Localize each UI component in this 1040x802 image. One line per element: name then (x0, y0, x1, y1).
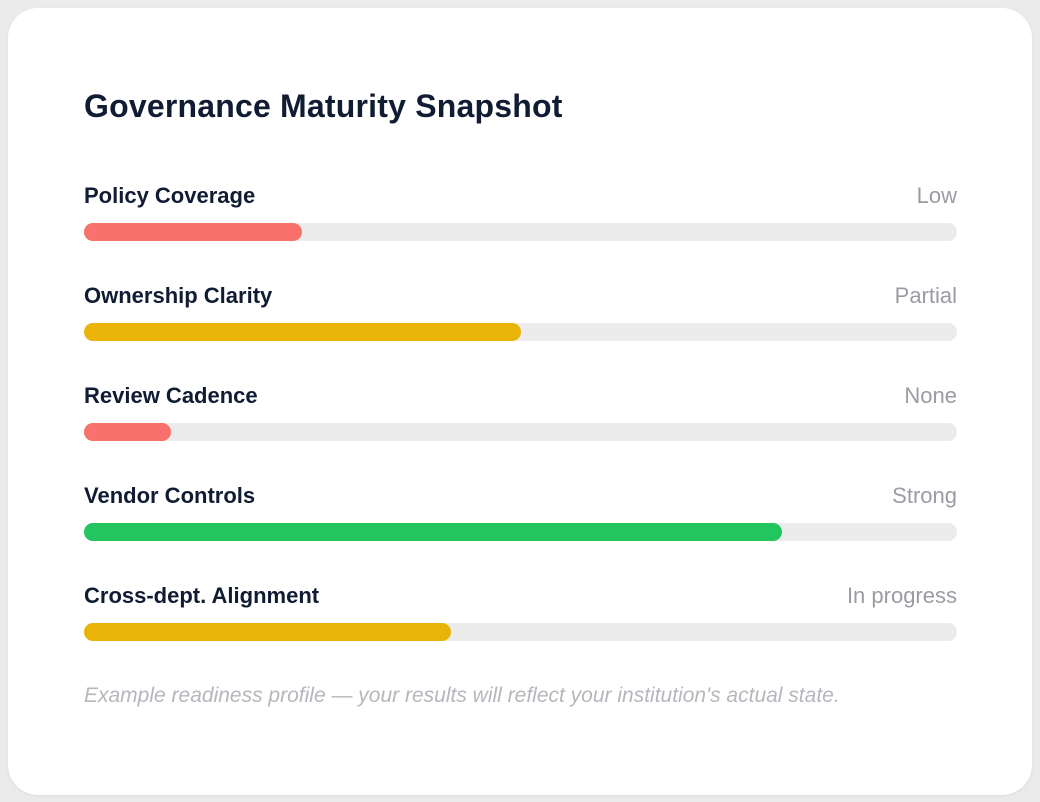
progress-fill (84, 523, 783, 541)
progress-fill (84, 423, 172, 441)
maturity-row: Policy Coverage Low (84, 182, 957, 241)
row-value: Partial (894, 283, 957, 308)
footnote-text: Example readiness profile — your results… (84, 684, 840, 707)
maturity-row: Vendor Controls Strong (84, 482, 957, 541)
row-header: Ownership Clarity Partial (84, 282, 957, 310)
progress-fill (84, 223, 303, 241)
governance-maturity-card: Governance Maturity Snapshot Policy Cove… (8, 8, 1032, 795)
progress-track (84, 623, 957, 641)
progress-track (84, 323, 957, 341)
row-header: Review Cadence None (84, 382, 957, 410)
progress-fill (84, 623, 451, 641)
progress-track (84, 223, 957, 241)
progress-fill (84, 323, 521, 341)
row-value: Strong (892, 483, 957, 508)
row-label: Policy Coverage (84, 183, 256, 208)
maturity-row: Cross-dept. Alignment In progress (84, 582, 957, 641)
row-value: In progress (846, 583, 957, 608)
progress-track (84, 423, 957, 441)
row-label: Review Cadence (84, 383, 258, 408)
row-label: Vendor Controls (84, 483, 256, 508)
progress-track (84, 523, 957, 541)
row-header: Cross-dept. Alignment In progress (84, 582, 957, 610)
row-value: Low (916, 183, 957, 208)
row-label: Cross-dept. Alignment (84, 583, 320, 608)
row-header: Vendor Controls Strong (84, 482, 957, 510)
maturity-row: Ownership Clarity Partial (84, 282, 957, 341)
card-title: Governance Maturity Snapshot (84, 88, 563, 124)
row-label: Ownership Clarity (84, 283, 273, 308)
row-header: Policy Coverage Low (84, 182, 957, 210)
maturity-row: Review Cadence None (84, 382, 957, 441)
row-value: None (904, 383, 957, 408)
maturity-rows: Policy Coverage Low Ownership Clarity Pa… (84, 182, 957, 641)
